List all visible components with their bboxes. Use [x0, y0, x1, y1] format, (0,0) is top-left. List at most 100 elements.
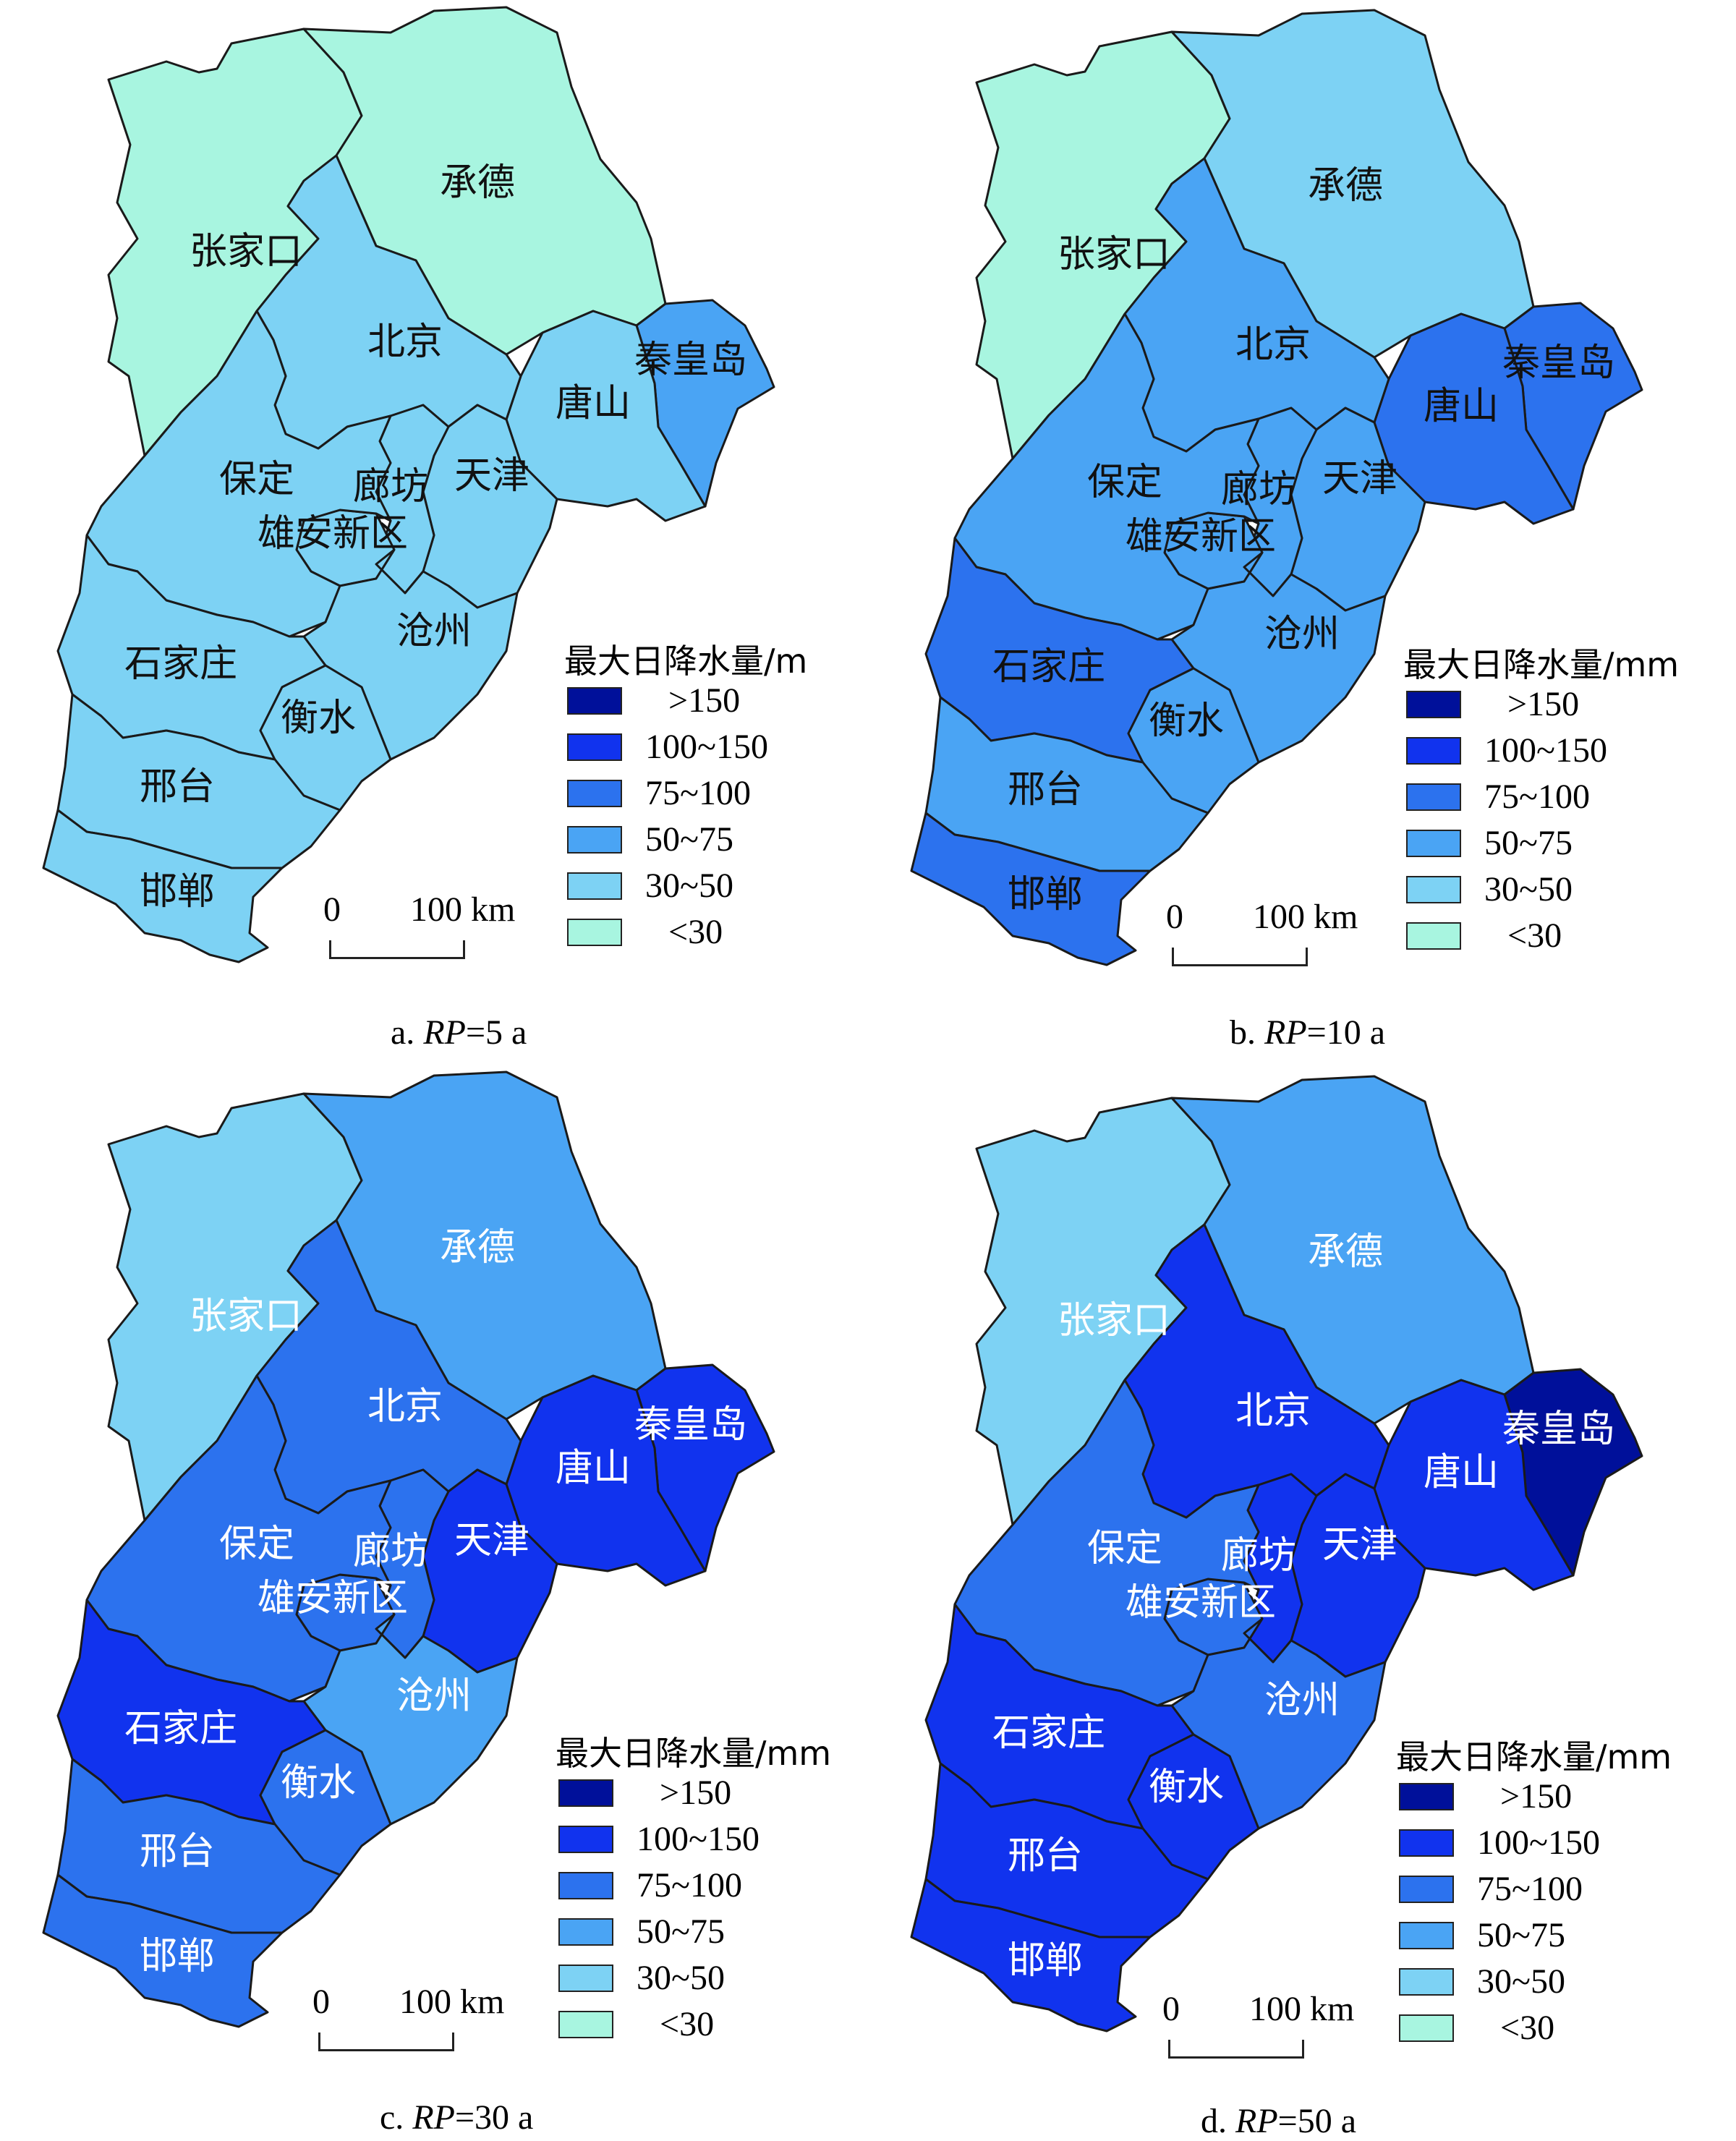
- label-beijing: 北京: [367, 320, 443, 364]
- legend-label: 75~100: [645, 774, 751, 812]
- scale-line: [1172, 948, 1308, 966]
- label-baoding: 保定: [219, 458, 294, 501]
- scale-zero: 0: [1162, 1990, 1180, 2028]
- legend-swatch: [567, 733, 622, 761]
- label-hengshui: 衡水: [281, 1761, 356, 1805]
- map-panel-d: 张家口 承德 北京 秦皇岛 唐山 保定 廊坊 天津 雄安新区 沧州 石家庄 衡水 邢台 邯郸 最大日降水量/…: [868, 1065, 1736, 2140]
- legend-label: 75~100: [1477, 1870, 1583, 1908]
- legend-title: 最大日降水量/mm: [1396, 1737, 1672, 1776]
- label-handan: 邯郸: [1008, 873, 1083, 916]
- legend-label: >150: [1500, 1777, 1573, 1816]
- legend-swatch: [567, 826, 622, 854]
- label-langfang: 廊坊: [1221, 468, 1296, 511]
- label-cangzhou: 沧州: [1264, 1679, 1340, 1722]
- label-tianjin: 天津: [1322, 1523, 1397, 1567]
- scale-line: [329, 940, 465, 959]
- legend-label: 50~75: [637, 1912, 725, 1951]
- legend-swatch: [1406, 922, 1461, 950]
- label-cangzhou: 沧州: [396, 610, 472, 653]
- legend-title: 最大日降水量/mm: [1403, 645, 1680, 684]
- map-panel-b: 张家口 承德 北京 秦皇岛 唐山 保定 廊坊 天津 雄安新区 沧州 石家庄 衡水 邢台 邯郸 最大日降水量/…: [868, 0, 1736, 1065]
- region-hengshui: [259, 664, 392, 812]
- legend-title: 最大日降水量/mm: [556, 1734, 832, 1773]
- region-handan: [42, 1873, 284, 2028]
- legend-swatch: [1399, 1876, 1454, 1903]
- legend-label: 100~150: [1477, 1823, 1600, 1862]
- label-tangshan: 唐山: [556, 382, 631, 425]
- label-shijiazhuang: 石家庄: [124, 642, 237, 686]
- label-qinhuangdao: 秦皇岛: [1502, 1408, 1615, 1451]
- scale-distance: 100 km: [410, 890, 516, 929]
- label-handan: 邯郸: [1008, 1939, 1083, 1983]
- legend-swatch: [1399, 2014, 1454, 2042]
- scale-bar: 0 100 km: [1162, 1989, 1354, 2069]
- legend-swatch: [1399, 1783, 1454, 1810]
- label-zhangjiakou: 张家口: [190, 1295, 302, 1338]
- label-tianjin: 天津: [454, 1519, 529, 1562]
- legend-label: 100~150: [1484, 731, 1607, 770]
- map-panel-a: 张家口 承德 北京 秦皇岛 唐山 保定 廊坊 天津 雄安新区 沧州 石家庄 衡水 邢台 邯郸 最大日降水量/…: [0, 0, 868, 1065]
- label-cangzhou: 沧州: [396, 1674, 472, 1718]
- legend-label: 50~75: [645, 820, 733, 859]
- legend-swatch: [567, 780, 622, 807]
- legend-swatch: [558, 1965, 613, 1992]
- region-handan: [910, 812, 1152, 966]
- label-handan: 邯郸: [140, 1935, 215, 1978]
- label-xingtai: 邢台: [140, 1830, 215, 1873]
- legend-swatch: [1406, 783, 1461, 811]
- legend-label: <30: [1500, 2009, 1555, 2047]
- map-panel-c: 张家口 承德 北京 秦皇岛 唐山 保定 廊坊 天津 雄安新区 沧州 石家庄 衡水 邢台 邯郸 最大日降水量/…: [0, 1065, 868, 2137]
- label-xingtai: 邢台: [1008, 768, 1083, 812]
- panel-caption: b. RP=10 a: [1230, 1013, 1386, 1052]
- legend-swatch: [1399, 1829, 1454, 1857]
- label-shijiazhuang: 石家庄: [124, 1707, 237, 1750]
- legend-label: 100~150: [637, 1820, 760, 1858]
- scale-distance: 100 km: [399, 1983, 505, 2021]
- label-chengde: 承德: [440, 1226, 515, 1269]
- legend-label: 30~50: [637, 1959, 725, 1997]
- scale-line: [1168, 2040, 1304, 2059]
- legend-label: 30~50: [1484, 870, 1573, 908]
- scale-distance: 100 km: [1253, 898, 1358, 936]
- legend-swatch: [1406, 691, 1461, 718]
- legend-label: >150: [1507, 685, 1580, 723]
- scale-bar: 0 100 km: [312, 1982, 504, 2061]
- legend-label: 100~150: [645, 728, 768, 766]
- label-baoding: 保定: [1087, 461, 1162, 504]
- label-handan: 邯郸: [140, 870, 215, 914]
- scale-bar: 0 100 km: [1166, 897, 1358, 976]
- legend-label: >150: [668, 681, 741, 720]
- legend-swatch: [1406, 737, 1461, 765]
- legend-label: <30: [660, 2005, 715, 2043]
- legend-label: 50~75: [1477, 1916, 1565, 1954]
- label-hengshui: 衡水: [1149, 1766, 1224, 1809]
- label-zhangjiakou: 张家口: [1058, 233, 1170, 276]
- scale-zero: 0: [312, 1983, 330, 2021]
- region-hengshui: [1127, 667, 1260, 814]
- legend-swatch: [558, 2011, 613, 2038]
- region-handan: [42, 809, 284, 963]
- label-xingtai: 邢台: [140, 765, 215, 809]
- label-tianjin: 天津: [454, 454, 529, 498]
- label-qinhuangdao: 秦皇岛: [634, 1403, 747, 1447]
- label-qinhuangdao: 秦皇岛: [634, 339, 747, 382]
- legend-label: >150: [660, 1774, 732, 1812]
- label-hengshui: 衡水: [1149, 699, 1224, 743]
- region-handan: [910, 1878, 1152, 2033]
- panel-caption: c. RP=30 a: [380, 2098, 534, 2137]
- label-chengde: 承德: [1308, 1230, 1383, 1274]
- label-shijiazhuang: 石家庄: [992, 1711, 1105, 1755]
- label-tangshan: 唐山: [556, 1447, 631, 1490]
- legend-title: 最大日降水量/m: [564, 642, 808, 681]
- label-xiongan: 雄安新区: [1126, 1581, 1276, 1625]
- label-baoding: 保定: [1087, 1527, 1162, 1570]
- label-tangshan: 唐山: [1424, 1451, 1499, 1494]
- label-beijing: 北京: [1235, 1389, 1311, 1433]
- legend-swatch: [558, 1918, 613, 1946]
- label-baoding: 保定: [219, 1523, 294, 1566]
- legend-swatch: [558, 1779, 613, 1807]
- label-langfang: 廊坊: [353, 465, 428, 508]
